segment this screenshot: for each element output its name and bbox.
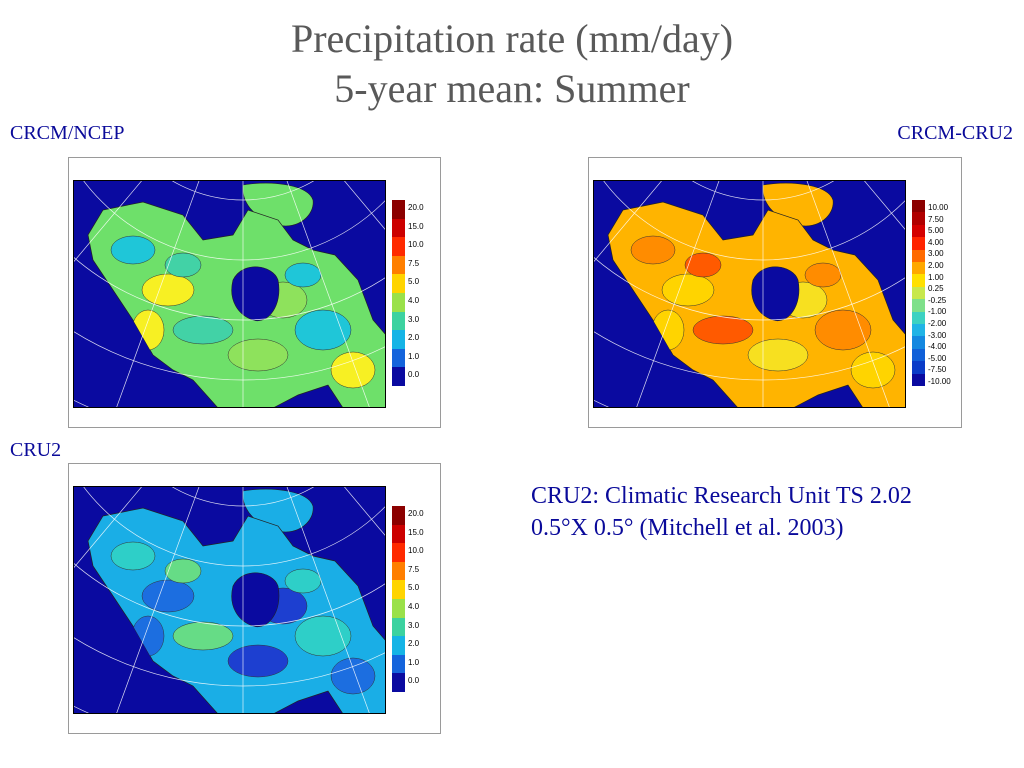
difference-map-crcm-cru2 — [593, 180, 906, 408]
map-panel-crcm-ncep: 20.0 15.0 10.0 7.5 5.0 4.0 3.0 2.0 1.0 0.0 — [68, 157, 441, 428]
colorbar-swatch — [912, 286, 925, 300]
colorbar-swatch — [392, 636, 405, 656]
colorbar-tick-label: -1.00 — [928, 307, 947, 317]
colorbar-swatch — [392, 543, 405, 563]
label-crcm-ncep: CRCM/NCEP — [10, 122, 125, 144]
colorbar-tick-label: 7.5 — [408, 564, 420, 574]
colorbar-tick-label: 1.0 — [408, 351, 420, 361]
colorbar-swatch — [392, 311, 405, 331]
colorbar-swatch — [912, 348, 925, 362]
colorbar-swatch — [912, 311, 925, 325]
colorbar-swatch — [912, 249, 925, 263]
colorbar-swatch — [912, 373, 925, 387]
colorbar-tick-label: 10.00 — [928, 203, 949, 212]
colorbar-swatch — [392, 506, 405, 526]
note-line-1: CRU2: Climatic Research Unit TS 2.02 — [531, 483, 912, 509]
data-source-note: CRU2: Climatic Research Unit TS 2.02 0.5… — [531, 480, 912, 544]
colorbar-tick-label: 3.0 — [408, 314, 420, 324]
colorbar-swatch — [912, 299, 925, 313]
colorbar-tick-label: -0.25 — [928, 295, 947, 305]
colorbar-tick-label: 15.0 — [408, 527, 424, 537]
colorbar-tick-label: 15.0 — [408, 221, 424, 231]
map-panel-crcm-cru2: 10.00 7.50 5.00 4.00 3.00 2.00 1.00 0.25 -0.25 -1… — [588, 157, 962, 428]
colorbar-swatch — [392, 200, 405, 220]
colorbar-swatch — [392, 561, 405, 581]
colorbar-tick-label: 5.0 — [408, 583, 420, 593]
note-line-2: 0.5°X 0.5° (Mitchell et al. 2003) — [531, 515, 844, 541]
colorbar-tick-label: 1.00 — [928, 272, 944, 282]
colorbar-swatch — [912, 212, 925, 226]
colorbar-swatch — [392, 255, 405, 275]
colorbar-swatch — [912, 200, 925, 213]
colorbar-swatch — [392, 673, 405, 693]
colorbar-swatch — [912, 336, 925, 350]
colorbar-swatch — [392, 599, 405, 619]
colorbar-tick-label: 0.0 — [408, 676, 420, 686]
colorbar-swatch — [392, 330, 405, 350]
label-cru2: CRU2 — [10, 439, 62, 461]
colorbar-tick-label: 4.0 — [408, 296, 420, 305]
colorbar-tick-label: 3.0 — [408, 620, 420, 630]
colorbar-swatch — [392, 274, 405, 294]
colorbar-tick-label: 5.00 — [928, 226, 944, 236]
colorbar-tick-label: 2.0 — [408, 333, 420, 343]
slide-title: Precipitation rate (mm/day) 5-year mean:… — [0, 14, 1024, 114]
colorbar-swatch — [912, 324, 925, 337]
title-line-1: Precipitation rate (mm/day) — [290, 16, 734, 61]
colorbar-tick-label: -3.00 — [928, 330, 947, 340]
colorbar-swatch — [912, 262, 925, 275]
colorbar-tick-label: -2.00 — [928, 319, 947, 328]
colorbar-swatch — [912, 224, 925, 238]
colorbar-tick-label: 20.0 — [408, 509, 424, 518]
colorbar-tick-label: 1.0 — [408, 657, 420, 667]
label-crcm-cru2: CRCM-CRU2 — [897, 122, 1013, 144]
colorbar-swatch — [392, 218, 405, 238]
colorbar-swatch — [912, 237, 925, 251]
colorbar-tick-label: 0.25 — [928, 284, 944, 294]
colorbar-swatch — [912, 274, 925, 288]
colorbar-swatch — [392, 654, 405, 674]
colorbar-tick-label: 3.00 — [928, 249, 944, 259]
colorbar-tick-label: 10.0 — [408, 240, 424, 250]
colorbar-tick-label: 4.0 — [408, 602, 420, 611]
colorbar-tick-label: 5.0 — [408, 277, 420, 287]
colorbar-tick-label: 2.00 — [928, 261, 944, 270]
colorbar-swatch — [392, 524, 405, 544]
colorbar-tick-label: -4.00 — [928, 342, 947, 352]
colorbar-swatch — [392, 367, 405, 387]
colorbar-swatch — [912, 361, 925, 375]
colorbar-swatch — [392, 237, 405, 257]
colorbar-tick-label: 7.5 — [408, 258, 420, 268]
map-panel-cru2: 20.0 15.0 10.0 7.5 5.0 4.0 3.0 2.0 1.0 0.0 — [68, 463, 441, 734]
colorbar-tick-label: 4.00 — [928, 237, 944, 247]
title-line-2: 5-year mean: Summer — [334, 66, 690, 111]
colorbar-tick-label: -10.00 — [928, 377, 951, 386]
colorbar-swatch — [392, 617, 405, 637]
colorbar-swatch — [392, 293, 405, 313]
precipitation-map-crcm-ncep — [73, 180, 386, 408]
colorbar-swatch — [392, 580, 405, 600]
colorbar-tick-label: 7.50 — [928, 214, 944, 224]
colorbar-tick-label: 10.0 — [408, 546, 424, 556]
colorbar-tick-label: -5.00 — [928, 353, 947, 363]
colorbar-tick-label: 20.0 — [408, 203, 424, 212]
colorbar-tick-label: 2.0 — [408, 639, 420, 649]
colorbar-swatch — [392, 348, 405, 368]
colorbar-tick-label: -7.50 — [928, 365, 947, 375]
precipitation-map-cru2 — [73, 486, 386, 714]
colorbar-tick-label: 0.0 — [408, 370, 420, 380]
